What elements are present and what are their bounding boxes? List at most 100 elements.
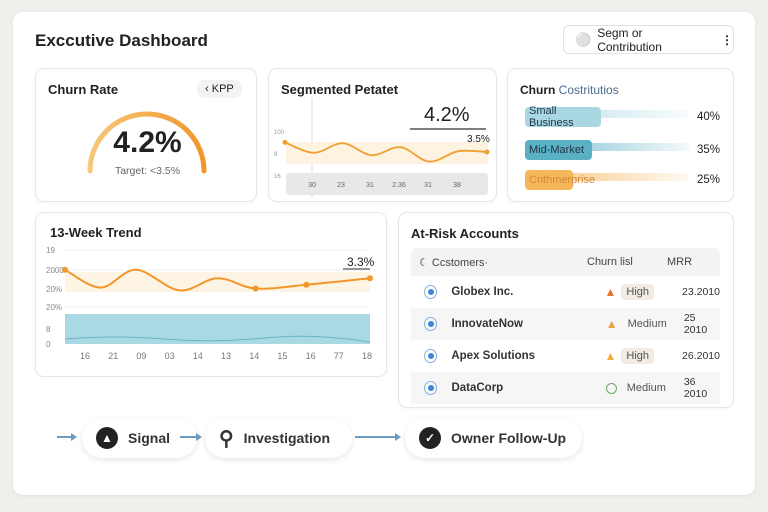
x-tick-label: 15 [277,351,287,361]
flow-arrow [355,433,401,441]
segmented-marker: 3.5% [467,134,490,145]
series-line [284,141,488,163]
bell-icon: ⚪ [575,31,592,47]
y-tick-label: 16 [274,174,281,180]
row-radio[interactable] [424,317,438,331]
customer-name: Apex Solutions [451,350,536,362]
y-tick-label: 0 [46,340,51,349]
card-title: Churn Rate [48,82,119,97]
y-tick-label: 20% [46,285,62,294]
card-title: Segmented Petatet [281,82,399,97]
risk-badge: High [621,284,655,300]
data-point [252,285,259,292]
x-tick-label: 30 [308,182,316,189]
trend-card [35,212,387,377]
flow-step-signal[interactable]: ▲ Signal [82,418,197,458]
customer-name: DataCorp [451,382,504,394]
gauge-arc [87,111,207,174]
churn-target: Target: <3.5% [114,165,181,177]
badge-check-icon: ✓ [419,427,441,449]
data-point [367,275,373,282]
trend-marker: 3.3% [347,255,375,269]
row-radio[interactable] [424,349,438,363]
bell-icon: ▲ [96,427,118,449]
y-tick-label: 100 [274,130,285,136]
x-tick-label: 31 [366,182,374,189]
contribution-bar[interactable]: Cnthmerprise [525,170,595,190]
col-mrr[interactable]: MRR [667,256,693,268]
flow-label: Investigation [243,430,331,446]
card-title: 13-Week Trend [50,225,142,240]
col-churn-risk[interactable]: Churn lisl [587,256,633,268]
segment-percent: 35% [697,144,721,156]
y-tick-label: 8 [274,152,278,158]
contribution-bar[interactable]: Mid-Market [525,140,592,160]
flow-step-owner-follow-up[interactable]: ✓ Owner Follow-Up [405,418,582,458]
card-title: Churn Costritutios [520,83,619,97]
x-tick-label: 16 [80,351,90,361]
trend-chart: 19 2000 20% 20% 8 0 16 21 09 03 14 13 14 15 16 77 18 [46,246,373,361]
segment-label: Mid-Market [529,144,585,156]
more-vertical-icon[interactable]: ⋮ [721,32,733,47]
warning-icon: ▲ [604,349,617,363]
segmented-chart: 30 23 31 2.36 31 38 100 8 16 [274,98,490,198]
row-radio[interactable] [424,285,438,299]
contribution-bar[interactable]: Small Business [525,105,601,129]
mrr-value: 23.2010 [682,286,720,298]
x-tick-label: 77 [334,351,344,361]
contribution-bar-track [560,143,690,151]
risk-badge: Medium [627,318,667,330]
x-tick-label: 23 [337,182,345,189]
table-row[interactable]: InnovateNow ▲ Medium 25 2010 [411,308,720,340]
flow-arrow [57,433,77,441]
segment-contribution-button[interactable]: ⚪ Segm or Contribution ⋮ [563,25,734,54]
data-point [62,266,68,273]
table-row[interactable]: Apex Solutions ▲ High 26.2010 [411,340,720,372]
row-radio[interactable] [424,381,438,395]
search-icon: ⚲ [219,427,234,450]
segment-percent: 25% [697,174,721,186]
warning-icon: ▲ [605,317,618,331]
x-tick-label: 31 [424,182,432,189]
x-tick-label: 21 [108,351,118,361]
data-point [282,139,288,145]
data-point [303,281,310,288]
mrr-value: 26.2010 [682,350,720,362]
kpp-badge[interactable]: ‹ KPP [197,80,242,98]
y-tick-label: 2000 [46,266,64,275]
series-line [64,268,371,292]
col-customers[interactable]: ☾ Ccstomers· [419,257,489,269]
data-point [484,149,490,155]
table-row[interactable]: DataCorp Medium 36 2010 [411,372,720,404]
segmented-value: 4.2% [424,104,470,126]
contribution-bar-track [560,110,690,118]
page-title: Exccutive Dashboard [35,31,208,50]
y-tick-label: 20% [46,303,62,312]
card-title: At-Risk Accounts [411,226,519,241]
button-label: Segm or Contribution [597,25,662,54]
volume-area [65,314,370,344]
customer-name: InnovateNow [451,318,523,330]
x-tick-label: 13 [221,351,231,361]
segment-label: Cnthmerprise [529,174,596,186]
flow-label: Signal [128,430,171,446]
y-tick-label: 8 [46,325,51,334]
y-tick-label: 19 [46,246,55,255]
contribution-bar-track [560,173,690,181]
table-header: ☾ Ccstomers· Churn lisl MRR [411,248,720,276]
circle-icon [605,382,617,394]
table-row[interactable]: Globex Inc. ▲ High 23.2010 [411,276,720,308]
customer-name: Globex Inc. [451,286,514,298]
x-tick-label: 16 [306,351,316,361]
flow-arrow [180,433,202,441]
churn-gauge [87,111,207,174]
x-tick-label: 18 [362,351,372,361]
segment-percent: 40% [697,111,721,123]
risk-badge: Medium [626,382,666,394]
target-band [286,142,488,164]
flow-step-investigation[interactable]: ⚲ Investigation [205,418,352,458]
x-tick-label: 38 [453,182,461,189]
segment-label: Small Business [529,105,574,129]
x-tick-label: 14 [193,351,203,361]
mrr-value: 36 2010 [683,376,708,400]
